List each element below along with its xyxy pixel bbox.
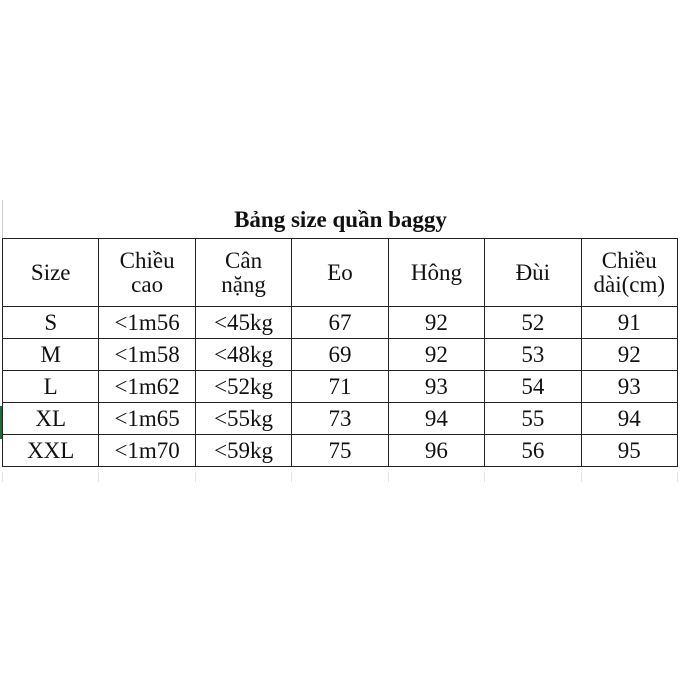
header-length[interactable]: Chiều dài(cm) (580, 238, 679, 307)
header-line: Size (30, 259, 71, 285)
table-row: XL <1m65 <55kg 73 94 55 94 (1, 402, 679, 435)
table-row: XXL <1m70 <59kg 75 96 56 95 (1, 434, 679, 467)
cell-weight[interactable]: <52kg (194, 370, 293, 403)
header-hip[interactable]: Hông (387, 238, 486, 307)
cell-height[interactable]: <1m56 (98, 306, 196, 339)
cell-thigh[interactable]: 56 (484, 434, 582, 467)
cell-hip[interactable]: 92 (387, 306, 486, 339)
cell-size[interactable]: L (1, 370, 100, 403)
header-row: Size Chiều cao Cân nặng Eo Hông Đùi Chiều dài(cm) (1, 238, 679, 307)
cell-weight[interactable]: <59kg (194, 434, 293, 467)
cell-thigh[interactable]: 54 (484, 370, 582, 403)
cell-height[interactable]: <1m70 (98, 434, 196, 467)
cell-size[interactable]: XL (1, 402, 100, 435)
cell-weight[interactable]: <48kg (194, 338, 293, 371)
header-line: cao (131, 271, 164, 297)
size-chart: Bảng size quần baggy Size Chiều cao Cân nặng… (1, 200, 679, 467)
cell-hip[interactable]: 92 (387, 338, 486, 371)
empty-grid-row (2, 472, 678, 482)
header-size[interactable]: Size (1, 238, 100, 307)
cell-length[interactable]: 94 (580, 402, 679, 435)
header-line: dài(cm) (593, 271, 666, 297)
cell-thigh[interactable]: 55 (484, 402, 582, 435)
cell-length[interactable]: 93 (580, 370, 679, 403)
cell-waist[interactable]: 71 (291, 370, 389, 403)
cell-length[interactable]: 92 (580, 338, 679, 371)
table-row: L <1m62 <52kg 71 93 54 93 (1, 370, 679, 403)
cell-size[interactable]: M (1, 338, 100, 371)
cell-hip[interactable]: 96 (387, 434, 486, 467)
cell-weight[interactable]: <45kg (194, 306, 293, 339)
cell-waist[interactable]: 67 (291, 306, 389, 339)
cell-thigh[interactable]: 52 (484, 306, 582, 339)
cell-height[interactable]: <1m58 (98, 338, 196, 371)
header-height[interactable]: Chiều cao (98, 238, 196, 307)
cell-height[interactable]: <1m65 (98, 402, 196, 435)
header-line: Đùi (515, 259, 551, 285)
header-line: Chiều (601, 247, 657, 273)
selected-row-marker (0, 406, 2, 439)
cell-hip[interactable]: 93 (387, 370, 486, 403)
cell-thigh[interactable]: 53 (484, 338, 582, 371)
header-waist[interactable]: Eo (291, 238, 389, 307)
cell-size[interactable]: XXL (1, 434, 100, 467)
cell-height[interactable]: <1m62 (98, 370, 196, 403)
cell-size[interactable]: S (1, 306, 100, 339)
header-line: Cân (225, 247, 263, 273)
header-line: nặng (221, 271, 266, 297)
cell-weight[interactable]: <55kg (194, 402, 293, 435)
cell-waist[interactable]: 75 (291, 434, 389, 467)
table-row: S <1m56 <45kg 67 92 52 91 (1, 306, 679, 339)
cell-waist[interactable]: 73 (291, 402, 389, 435)
cell-length[interactable]: 95 (580, 434, 679, 467)
table-row: M <1m58 <48kg 69 92 53 92 (1, 338, 679, 371)
header-line: Eo (327, 259, 353, 285)
header-line: Chiều (119, 247, 175, 273)
cell-hip[interactable]: 94 (387, 402, 486, 435)
header-line: Hông (410, 259, 462, 285)
cell-waist[interactable]: 69 (291, 338, 389, 371)
header-weight[interactable]: Cân nặng (194, 238, 293, 307)
table-title: Bảng size quần baggy (2, 200, 678, 238)
size-table: Size Chiều cao Cân nặng Eo Hông Đùi Chiều dài(cm)… (1, 238, 679, 467)
header-thigh[interactable]: Đùi (484, 238, 582, 307)
cell-length[interactable]: 91 (580, 306, 679, 339)
